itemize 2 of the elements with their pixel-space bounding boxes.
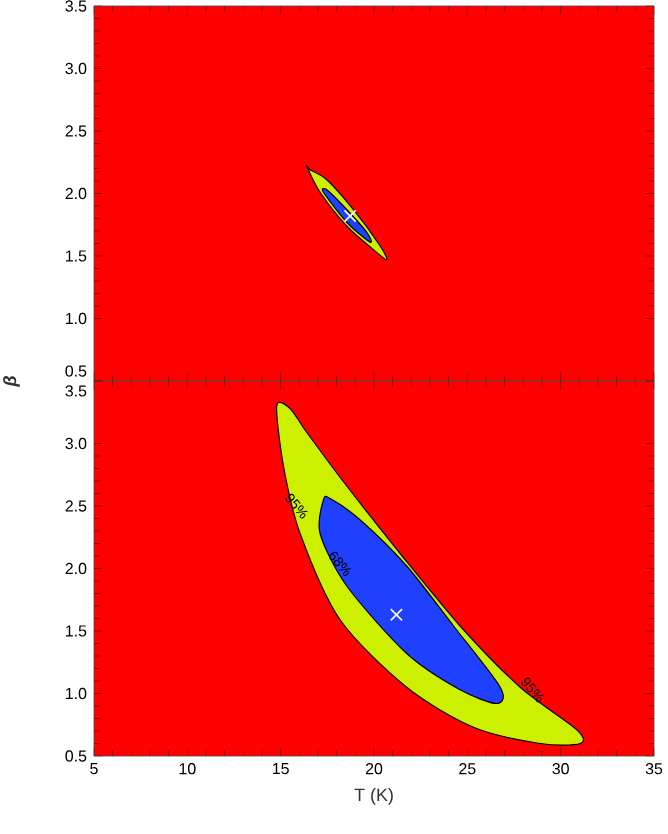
y-axis-title: β: [3, 376, 20, 387]
x-axis-title: T (K): [354, 788, 393, 805]
